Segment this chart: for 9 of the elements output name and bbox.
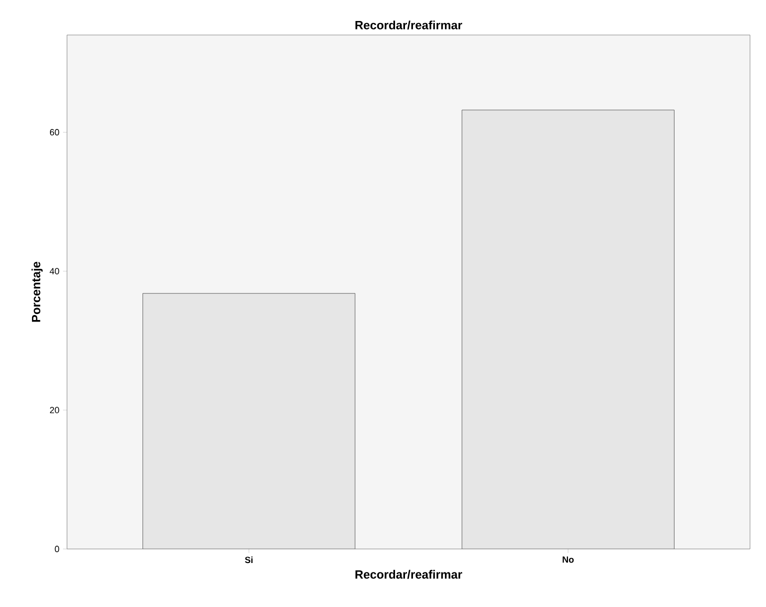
x-axis-title: Recordar/reafirmar [355,570,462,579]
y-axis-title: Porcentaje [32,262,43,322]
y-tick-label: 0 [54,546,60,552]
y-tick-label: 60 [50,129,60,136]
x-tick-label: Si [244,556,253,564]
y-tick-label: 20 [50,406,60,414]
chart-title: Recordar/reafirmar [355,20,462,30]
y-tick-label: 40 [50,268,60,274]
x-tick-label: No [562,556,574,563]
